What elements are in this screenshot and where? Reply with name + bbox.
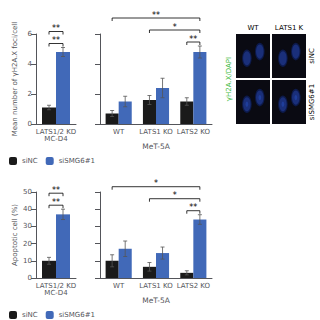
svg-text:**: ** [52, 36, 60, 45]
svg-text:6: 6 [28, 30, 33, 38]
svg-text:LATS2 KO: LATS2 KO [177, 128, 211, 136]
svg-text:Mean number of γH2A.X foci/cel: Mean number of γH2A.X foci/cell [11, 22, 19, 137]
svg-text:siNC: siNC [308, 48, 316, 64]
svg-text:**: ** [52, 198, 60, 207]
svg-text:WT: WT [247, 24, 259, 32]
svg-text:**: ** [152, 11, 160, 20]
svg-text:LATS1 KO: LATS1 KO [139, 282, 173, 290]
svg-text:**: ** [189, 35, 197, 44]
svg-text:MC-D4: MC-D4 [44, 135, 68, 143]
svg-text:2: 2 [28, 90, 32, 98]
svg-text:WT: WT [113, 282, 125, 290]
svg-text:MeT-5A: MeT-5A [142, 296, 170, 305]
svg-text:LATS1 K: LATS1 K [275, 24, 304, 32]
svg-text:*: * [173, 23, 177, 32]
svg-text:20: 20 [23, 240, 32, 248]
svg-text:LATS2 KO: LATS2 KO [177, 282, 211, 290]
svg-text:*: * [173, 191, 177, 200]
svg-text:siSMG6#1: siSMG6#1 [308, 84, 316, 120]
svg-text:30: 30 [23, 222, 32, 230]
svg-text:MeT-5A: MeT-5A [142, 142, 170, 151]
svg-text:siSMG6#1: siSMG6#1 [59, 157, 95, 165]
svg-text:**: ** [52, 186, 60, 195]
svg-text:LATS1/2 KD: LATS1/2 KD [35, 281, 77, 290]
svg-text:Apoptotic cell (%): Apoptotic cell (%) [11, 204, 19, 266]
svg-text:0: 0 [28, 120, 32, 128]
svg-text:40: 40 [23, 205, 32, 213]
svg-text:*: * [154, 179, 158, 188]
svg-text:0: 0 [28, 274, 32, 282]
svg-text:LATS1 KO: LATS1 KO [139, 128, 173, 136]
svg-text:**: ** [189, 203, 197, 212]
svg-text:γH2A.X/DAPI: γH2A.X/DAPI [225, 57, 233, 101]
svg-text:50: 50 [23, 188, 32, 196]
svg-text:siNC: siNC [22, 311, 38, 319]
svg-text:**: ** [52, 24, 60, 33]
svg-text:siNC: siNC [22, 157, 38, 165]
svg-text:LATS1/2 KD: LATS1/2 KD [35, 127, 77, 136]
svg-text:WT: WT [113, 128, 125, 136]
svg-text:10: 10 [23, 257, 32, 265]
svg-text:MC-D4: MC-D4 [44, 289, 68, 297]
svg-text:siSMG6#1: siSMG6#1 [59, 311, 95, 319]
svg-text:4: 4 [28, 60, 33, 68]
